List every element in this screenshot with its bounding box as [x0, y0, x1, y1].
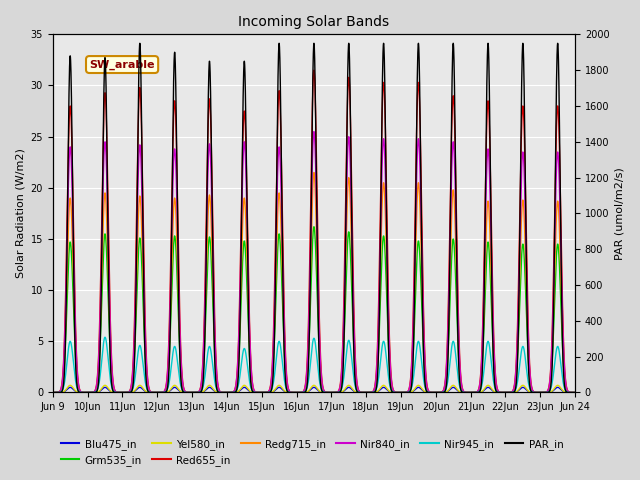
Legend: Blu475_in, Grm535_in, Yel580_in, Red655_in, Redg715_in, Nir840_in, Nir945_in, PA: Blu475_in, Grm535_in, Yel580_in, Red655_…: [56, 434, 568, 470]
Y-axis label: Solar Radiation (W/m2): Solar Radiation (W/m2): [15, 148, 25, 278]
Y-axis label: PAR (umol/m2/s): PAR (umol/m2/s): [615, 167, 625, 260]
Title: Incoming Solar Bands: Incoming Solar Bands: [238, 15, 390, 29]
Text: SW_arable: SW_arable: [90, 60, 155, 70]
